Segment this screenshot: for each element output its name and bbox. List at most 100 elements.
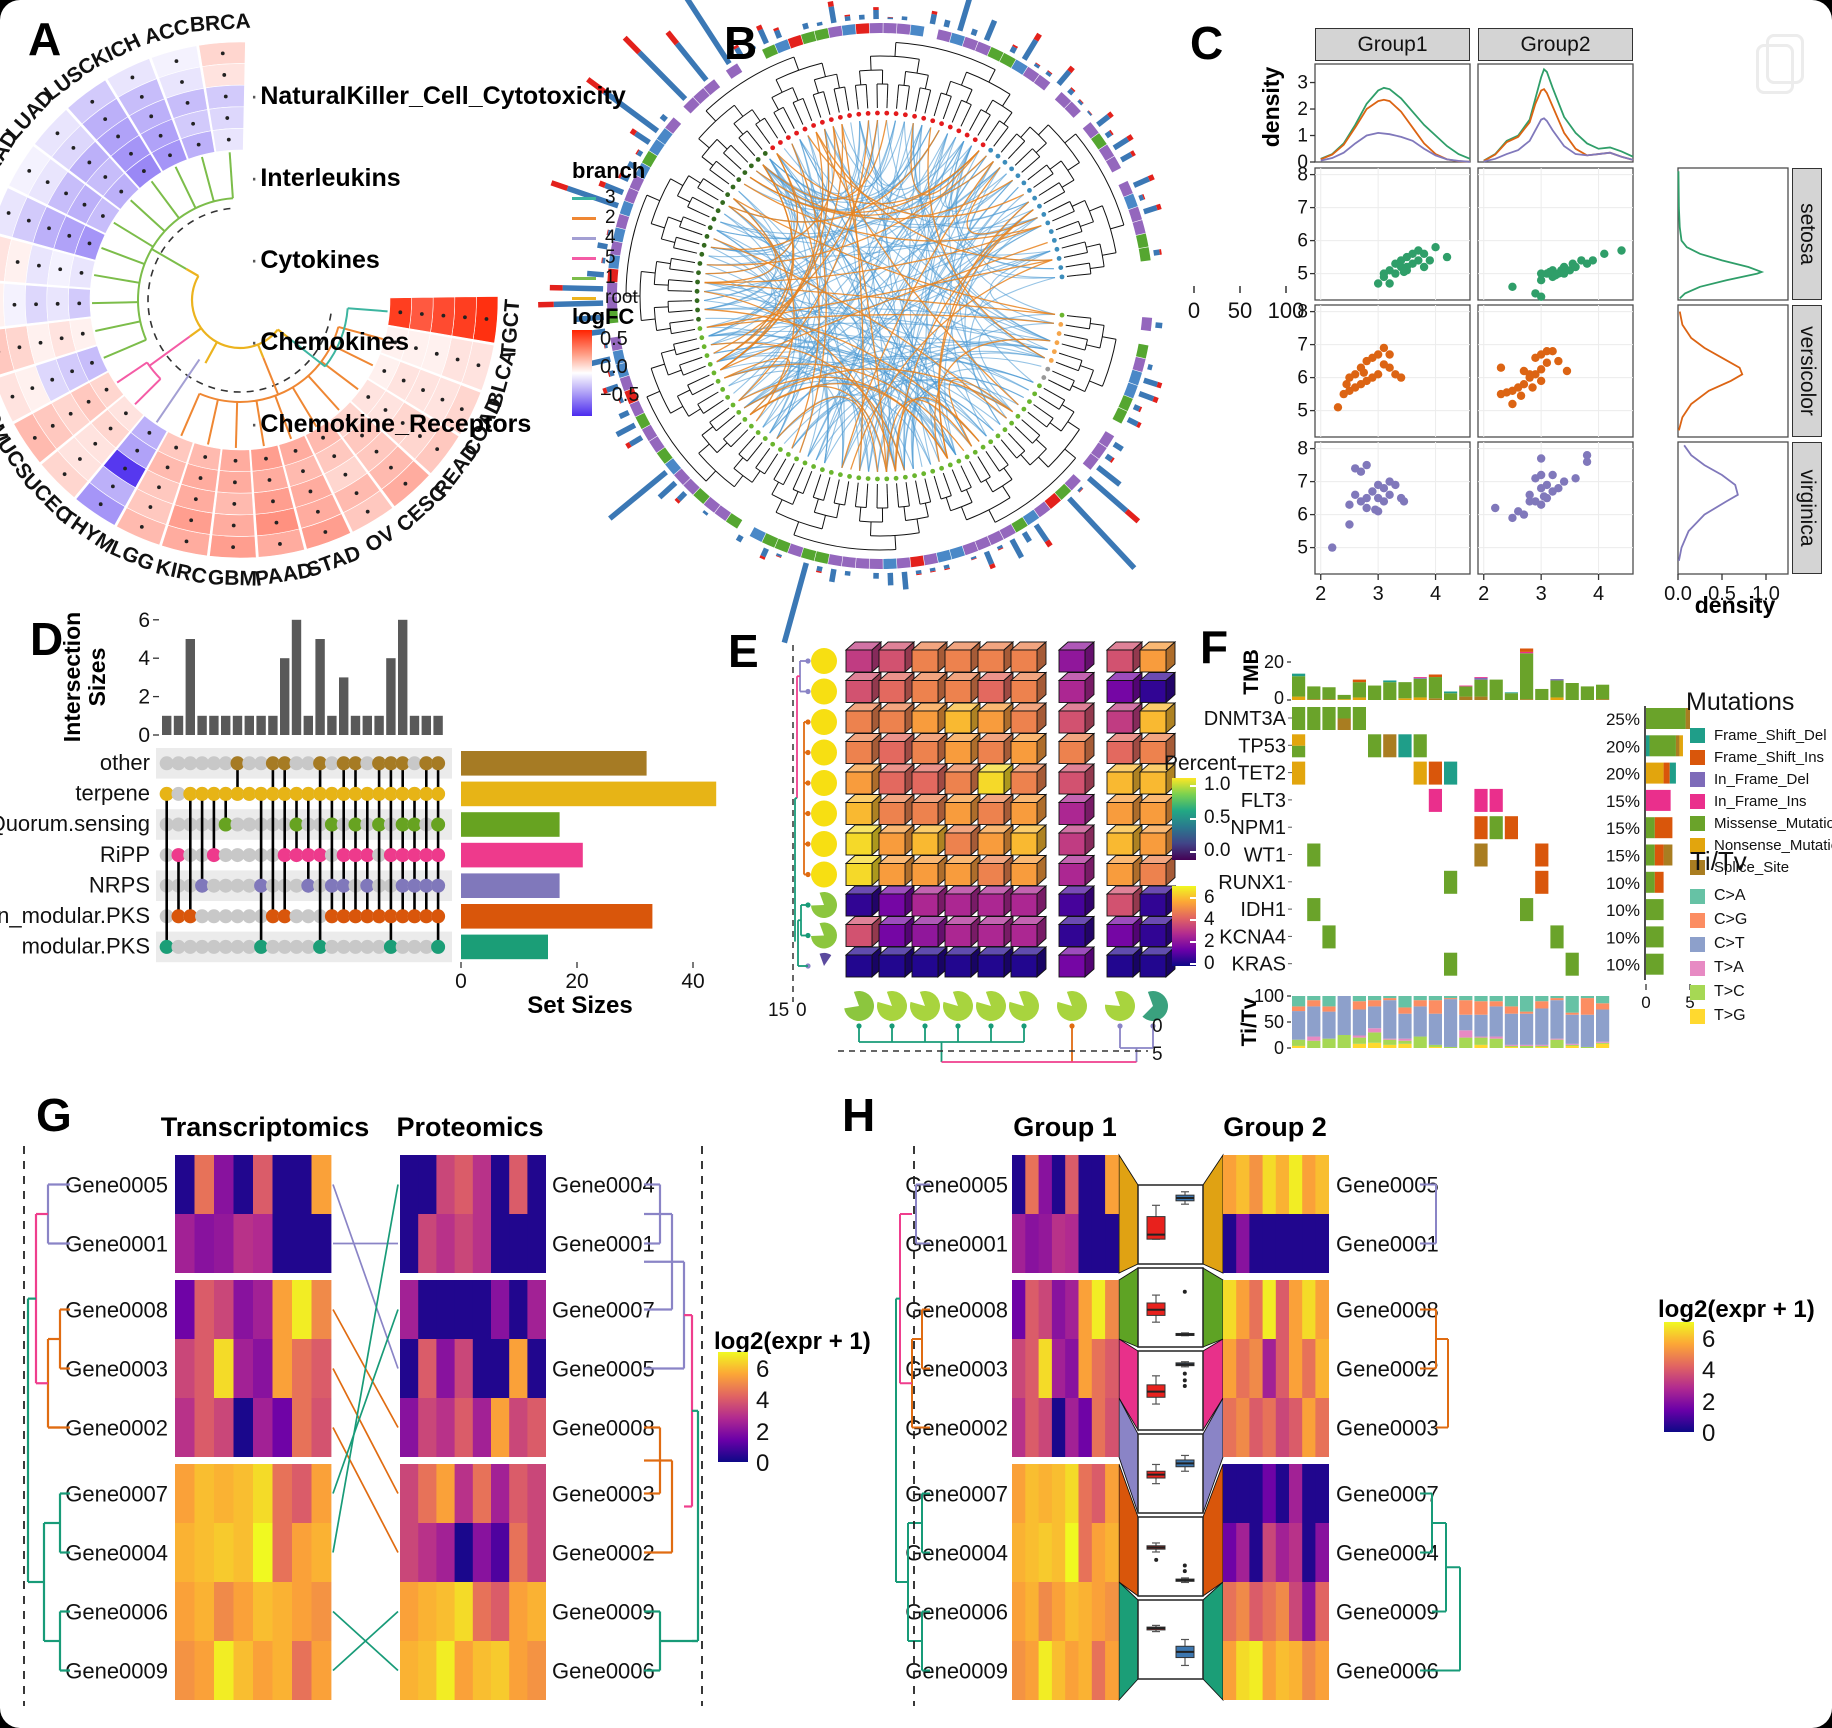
line xyxy=(1065,264,1076,268)
line xyxy=(933,475,938,486)
link xyxy=(939,136,1007,209)
tmb-bar-segment xyxy=(1565,683,1579,700)
copy-icon[interactable] xyxy=(1756,34,1816,104)
ring-tile xyxy=(896,23,911,35)
outer-bar xyxy=(734,46,744,58)
scatter-point xyxy=(1519,380,1529,389)
link-orange xyxy=(710,342,906,471)
upset-dot-active xyxy=(171,848,186,863)
line xyxy=(1064,448,1076,459)
leaf-dot xyxy=(715,208,721,214)
heatmap-cell xyxy=(1289,1155,1303,1214)
leaf-dot xyxy=(912,473,917,479)
gene-label: TP53 xyxy=(1238,735,1286,757)
tmb-bar-segment xyxy=(1322,699,1336,700)
heatmap-cell xyxy=(400,1339,419,1398)
heatmap-cell xyxy=(400,1214,419,1273)
tree-branch xyxy=(180,393,201,437)
path xyxy=(1069,380,1075,391)
heatmap-cell xyxy=(233,1523,254,1582)
path xyxy=(961,99,972,106)
upset-dot-active xyxy=(242,786,257,801)
line xyxy=(1014,426,1023,434)
heatmap-cell xyxy=(1315,1641,1329,1700)
line xyxy=(716,139,728,150)
line xyxy=(677,389,691,397)
line xyxy=(673,247,688,252)
line xyxy=(969,121,975,131)
line xyxy=(698,443,710,454)
line xyxy=(1038,396,1048,403)
intersection-bar xyxy=(315,639,325,735)
heatmap-cell xyxy=(1012,1523,1026,1582)
significance-dot xyxy=(55,131,60,136)
cube-face xyxy=(1010,710,1038,734)
outer-bar-tip xyxy=(1106,111,1114,119)
line xyxy=(833,88,838,103)
heatmap-cell xyxy=(472,1214,492,1273)
heatmap-cell xyxy=(491,1155,510,1214)
leaf-dot xyxy=(1056,331,1062,336)
line xyxy=(960,71,967,86)
leaf-dot xyxy=(995,153,1001,159)
ring-tile xyxy=(635,162,651,180)
ring-tile xyxy=(1118,180,1133,197)
line xyxy=(865,493,868,508)
line xyxy=(924,75,929,90)
line xyxy=(905,99,908,110)
titv-bar-segment xyxy=(1459,1014,1473,1031)
titv-bar-segment xyxy=(1383,996,1397,999)
outer-bar xyxy=(604,182,625,196)
link xyxy=(704,308,1048,351)
mutation-legend-item: Missense_Mutation xyxy=(1690,812,1832,834)
line xyxy=(793,56,800,71)
heatmap-cell xyxy=(1223,1523,1237,1582)
scatter-point xyxy=(1536,365,1546,374)
leaf-dot xyxy=(847,474,852,479)
tick-label: 7 xyxy=(1297,335,1308,356)
heatmap-cell xyxy=(1262,1523,1277,1582)
outer-bar xyxy=(674,41,709,82)
leaf-dot xyxy=(1009,166,1015,172)
heatmap-cell xyxy=(272,1280,293,1339)
scatter-point xyxy=(1582,457,1592,466)
path xyxy=(813,91,824,96)
path xyxy=(994,457,1077,523)
gene-label: TET2 xyxy=(1237,763,1286,785)
heatmap-cell xyxy=(1262,1155,1277,1214)
leaf-dot xyxy=(694,288,700,294)
geneset-label: ·Chemokine_Receptors xyxy=(250,410,532,438)
tick-label: 6 xyxy=(1297,231,1308,252)
line xyxy=(1052,216,1062,222)
line xyxy=(204,341,218,364)
line xyxy=(733,123,744,135)
upset-dot-active xyxy=(254,786,269,801)
logfc-colorbar xyxy=(572,330,592,416)
branch-legend-item: 4 xyxy=(572,227,638,248)
leaf-dot xyxy=(1059,312,1065,318)
link-orange xyxy=(704,281,1056,316)
tick-label: 0.0 xyxy=(1664,583,1692,605)
oncoprint-cell xyxy=(1444,952,1458,976)
gene-label: Gene0009 xyxy=(552,1600,655,1625)
significance-dot xyxy=(191,121,195,126)
upset-dot-inactive xyxy=(230,817,245,832)
outer-bar xyxy=(943,19,951,28)
heatmap-cell xyxy=(509,1214,528,1273)
heatmap-cell xyxy=(1249,1398,1263,1457)
significance-dot xyxy=(104,387,109,392)
significance-dot xyxy=(37,263,41,268)
tick-label: 4 xyxy=(1430,583,1441,605)
scatter-point xyxy=(1368,487,1377,496)
significance-dot xyxy=(87,160,92,165)
heatmap-cell xyxy=(527,1582,546,1641)
line xyxy=(936,92,942,107)
cube-face xyxy=(911,863,939,886)
gene-label: Gene0008 xyxy=(552,1416,655,1441)
upset-dot-active xyxy=(372,909,387,924)
gene-side-bar xyxy=(1663,762,1670,784)
significance-dot xyxy=(90,99,95,104)
line xyxy=(792,491,799,505)
outer-bar xyxy=(1009,538,1024,559)
b-axis-tick: 100 xyxy=(1267,298,1305,323)
